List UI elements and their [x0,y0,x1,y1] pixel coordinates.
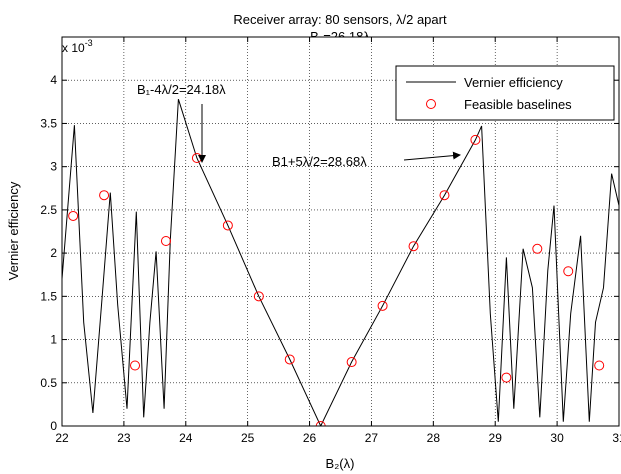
x-tick-label: 28 [427,431,441,445]
y-tick-label: 2 [50,246,57,260]
annotation-b1-minus: B₁-4λ/2=24.18λ [137,82,226,163]
x-axis-ticks: 22 23 24 25 26 27 28 29 30 31 [55,37,621,445]
x-tick-label: 30 [550,431,564,445]
feasible-baseline-point [315,421,326,426]
feasible-baseline-point [470,134,481,145]
feasible-baseline-point [253,291,264,302]
feasible-baseline-point [408,241,419,252]
feasible-baseline-point [160,236,171,247]
feasible-baseline-point [532,243,543,254]
chart-title: Receiver array: 80 sensors, λ/2 apart [233,12,447,27]
x-tick-label: 26 [303,431,317,445]
feasible-baseline-point [563,266,574,277]
feasible-baseline-point [68,210,79,221]
feasible-baseline-point [501,372,512,383]
y-tick-label: 3.5 [40,116,57,130]
feasible-baseline-point [99,190,110,201]
y-tick-label: 1 [50,333,57,347]
x-tick-label: 23 [117,431,131,445]
y-axis-multiplier-exponent: -3 [85,38,93,48]
annotation-b1-plus: B1+5λ/2=28.68λ [272,151,461,169]
legend-label-feasible-baselines: Feasible baselines [464,97,572,112]
y-axis-label: Vernier efficiency [6,181,21,280]
feasible-baseline-point [439,190,450,201]
annotation-b1-plus-text: B1+5λ/2=28.68λ [272,154,367,169]
legend-label-vernier-efficiency: Vernier efficiency [464,75,563,90]
x-tick-label: 24 [179,431,193,445]
y-tick-label: 4 [50,73,57,87]
x-tick-label: 29 [489,431,503,445]
feasible-baseline-point [377,300,388,311]
y-tick-label: 3 [50,160,57,174]
y-tick-label: 0.5 [40,376,57,390]
y-axis-multiplier: x 10-3 [62,38,93,55]
feasible-baseline-point [130,360,141,371]
feasible-baselines-markers [68,134,605,426]
y-tick-label: 0 [50,419,57,433]
y-tick-label: 2.5 [40,203,57,217]
y-tick-label: 1.5 [40,289,57,303]
x-tick-label: 22 [55,431,69,445]
legend-box [395,65,615,121]
y-axis-ticks: 0 0.5 1 1.5 2 2.5 3 3.5 4 [40,73,619,433]
annotation-b1-plus-arrow [403,151,461,161]
x-axis-label: B₂(λ) [326,456,355,471]
annotation-b1-minus-text: B₁-4λ/2=24.18λ [137,82,226,97]
x-tick-label: 25 [241,431,255,445]
vernier-efficiency-polyline [62,99,619,426]
feasible-baseline-point [594,360,605,371]
legend-marker-swatch [426,99,436,109]
plot-frame [61,36,620,427]
feasible-baseline-point [346,357,357,368]
y-axis-multiplier-base: x 10 [62,41,85,55]
feasible-baseline-point [284,354,295,365]
x-tick-label: 27 [365,431,379,445]
legend: Vernier efficiency Feasible baselines [395,65,615,121]
feasible-baseline-point [222,220,233,231]
x-tick-label: 31 [612,431,621,445]
vernier-efficiency-line [62,99,619,426]
